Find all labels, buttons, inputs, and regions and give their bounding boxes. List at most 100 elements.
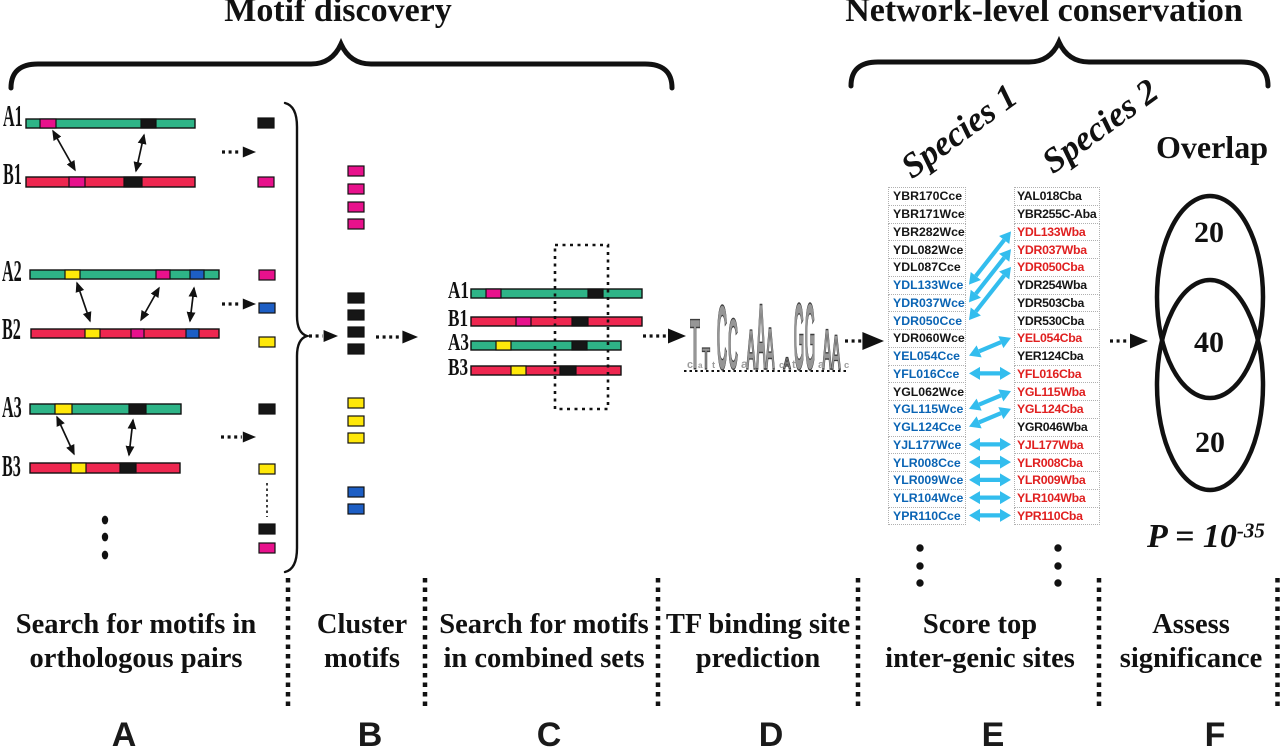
species1-gene: YDR050Cce: [888, 311, 966, 330]
stage-label-A: Search for motifs in orthologous pairs: [15, 609, 257, 674]
motif-box-yellow: [64, 269, 81, 280]
sequence-bar-green: [29, 269, 220, 280]
species1-gene: YEL054Cce: [888, 346, 966, 366]
gene-link-arrow: [969, 231, 1011, 285]
motif-box-black: [257, 117, 275, 129]
sequence-bar-red: [30, 328, 220, 339]
gene-link-arrow: [969, 407, 1011, 429]
venn-count-middle: 40: [1194, 326, 1224, 359]
logo-small-letter: a: [741, 357, 748, 371]
stage-letter-F: F: [1204, 716, 1226, 751]
motif-box-black: [258, 523, 276, 535]
flow-arrows: [221, 146, 1148, 443]
motif-box-blue: [258, 302, 276, 314]
venn-ellipse-species1: [1154, 193, 1266, 401]
species1-gene: YGL124Cce: [888, 417, 966, 437]
gene-link-arrow: [969, 491, 1011, 505]
species2-gene: YLR009Wba: [1014, 471, 1100, 490]
ellipsis-dot: [1054, 579, 1062, 587]
logo-small-letter: c: [779, 360, 784, 371]
species1-gene: YBR170Cce: [888, 187, 966, 206]
ellipsis-dot: [916, 579, 924, 587]
species2-gene: YLR008Cba: [1014, 453, 1100, 472]
species1-gene: YFL016Cce: [888, 364, 966, 384]
logo-small-letter: t: [792, 359, 796, 371]
motif-box-black: [123, 176, 143, 188]
ellipsis-dot: [1054, 544, 1062, 552]
motif-box-yellow: [347, 397, 365, 409]
stage-letter-E: E: [981, 716, 1005, 751]
gene-match-arrows: [969, 231, 1011, 522]
pair-label-B3: B3: [2, 448, 21, 483]
motif-box-magenta: [347, 183, 365, 195]
species1-gene: YDL087Cce: [888, 258, 966, 277]
dotted-arrow-head: [323, 330, 338, 342]
motif-box-magenta: [257, 176, 275, 188]
aligned-motif-window: [553, 243, 610, 411]
pair-label-A3: A3: [2, 389, 22, 424]
pair-label-A1: A1: [3, 98, 23, 133]
motif-box-yellow: [84, 328, 101, 339]
logo-letter: A: [756, 287, 767, 390]
stage-label-F: Assess significance: [1119, 609, 1263, 674]
dotted-arrow-head: [242, 146, 256, 158]
motif-box-magenta: [485, 288, 502, 299]
pair-label-B1: B1: [3, 156, 22, 191]
stage-letter-D: D: [758, 716, 784, 751]
dotted-arrow-head: [242, 431, 256, 443]
network-conservation-title: Network-level conservation: [845, 0, 1243, 29]
dotted-arrow-head: [242, 298, 256, 310]
motif-box-magenta: [39, 118, 57, 129]
species1-gene: YBR171Wce: [888, 204, 966, 224]
p-value: P = 10-35: [1147, 520, 1265, 554]
motif-box-blue: [185, 328, 200, 339]
sequence-bar-red: [25, 176, 196, 188]
combined-label-A1: A1: [448, 277, 469, 304]
species2-gene: YAL018Cba: [1014, 187, 1100, 206]
motif-box-magenta: [155, 269, 171, 280]
stage-letter-A: A: [111, 716, 137, 751]
dotted-arrow-head: [862, 332, 884, 350]
combined-label-B1: B1: [448, 305, 469, 332]
species1-gene: YGL115Wce: [888, 400, 966, 419]
motif-box-magenta: [515, 316, 532, 327]
species1-gene: YLR104Wce: [888, 488, 966, 508]
species1-gene: YBR282Wce: [888, 222, 966, 242]
stage-letter-C: C: [536, 716, 562, 751]
logo-letter: A: [831, 324, 841, 380]
p-value-base: P = 10: [1147, 518, 1237, 555]
section-brace: [848, 35, 1271, 89]
sequence-logo: T T C C A AA A G G AAc a t a c t a c: [684, 285, 849, 390]
species1-gene: YDL133Wce: [888, 275, 966, 295]
double-arrow: [140, 286, 160, 322]
logo-letter: A: [746, 318, 756, 381]
sequence-bar-red: [470, 316, 643, 327]
species2-gene: YGR046Wba: [1014, 417, 1100, 437]
gene-link-arrow: [969, 508, 1011, 522]
species2-gene: YDR037Wba: [1014, 240, 1100, 259]
species2-gene: YFL016Cba: [1014, 364, 1100, 384]
stage-label-E: Score top inter-genic sites: [885, 609, 1075, 674]
species2-gene: YER124Cba: [1014, 346, 1100, 366]
motif-box-black: [128, 403, 147, 415]
motif-box-yellow: [258, 336, 276, 348]
motif-box-blue: [347, 503, 365, 515]
motif-box-magenta: [347, 218, 365, 230]
motif-box-magenta: [258, 269, 276, 281]
pair-label-A2: A2: [2, 253, 22, 288]
logo-letter: A: [822, 317, 832, 382]
dotted-arrow-head: [1130, 333, 1148, 349]
ellipsis-dot: [101, 515, 109, 525]
motif-box-black: [347, 292, 365, 304]
ellipsis-dot: [101, 532, 109, 542]
species1-gene: YDR060Wce: [888, 329, 966, 348]
motif-box-yellow: [347, 432, 365, 444]
stage-label-D: TF binding site prediction: [665, 609, 851, 674]
logo-small-letter: a: [818, 359, 825, 371]
motif-box-magenta: [258, 542, 276, 554]
stage-letter-B: B: [357, 716, 383, 751]
species2-gene: YPR110Cba: [1014, 506, 1100, 526]
species2-gene: YLR104Wba: [1014, 488, 1100, 508]
logo-letter: T: [690, 304, 700, 384]
